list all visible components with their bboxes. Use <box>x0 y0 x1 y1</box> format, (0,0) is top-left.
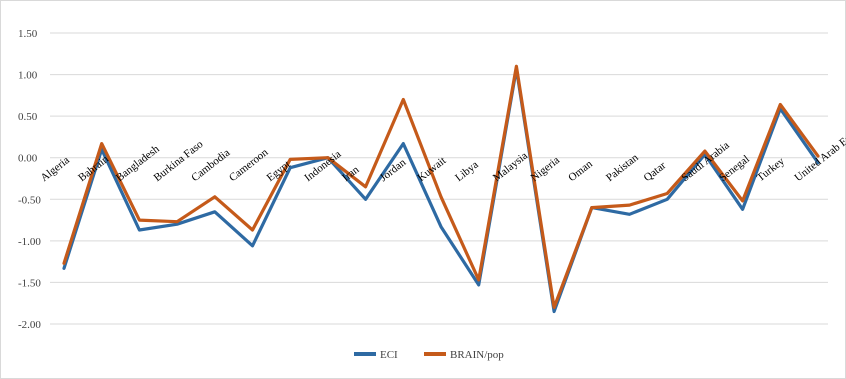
y-tick-label: 1.00 <box>18 70 38 82</box>
legend: ECI BRAIN/pop <box>354 349 504 361</box>
y-tick-label: 1.50 <box>18 28 38 40</box>
series-line-brain-pop <box>62 64 820 309</box>
y-tick-label: -0.50 <box>18 194 41 206</box>
y-tick-label: -2.00 <box>18 319 41 331</box>
category-label: Kuwait <box>415 155 448 184</box>
category-label: Malaysia <box>491 150 530 184</box>
category-label: Libya <box>453 159 481 184</box>
y-tick-label: 0.00 <box>18 153 38 165</box>
series-lines <box>62 64 820 314</box>
y-tick-label: 0.50 <box>18 111 38 123</box>
y-tick-label: -1.50 <box>18 277 41 289</box>
category-label: Algeria <box>38 154 71 184</box>
category-label: United Arab Emirates <box>792 116 846 185</box>
series-line-eci <box>62 67 820 314</box>
category-label: Cameroon <box>227 146 271 184</box>
y-tick-label: -1.00 <box>18 236 41 248</box>
category-label: Qatar <box>642 159 669 184</box>
legend-label: BRAIN/pop <box>450 349 504 361</box>
y-axis-ticks: 1.50 1.00 0.50 0.00 -0.50 -1.00 -1.50 -2.00 <box>18 28 41 331</box>
legend-label: ECI <box>380 349 398 361</box>
category-label: Pakistan <box>604 151 641 184</box>
category-label: Oman <box>566 158 595 184</box>
gridlines <box>50 32 828 325</box>
